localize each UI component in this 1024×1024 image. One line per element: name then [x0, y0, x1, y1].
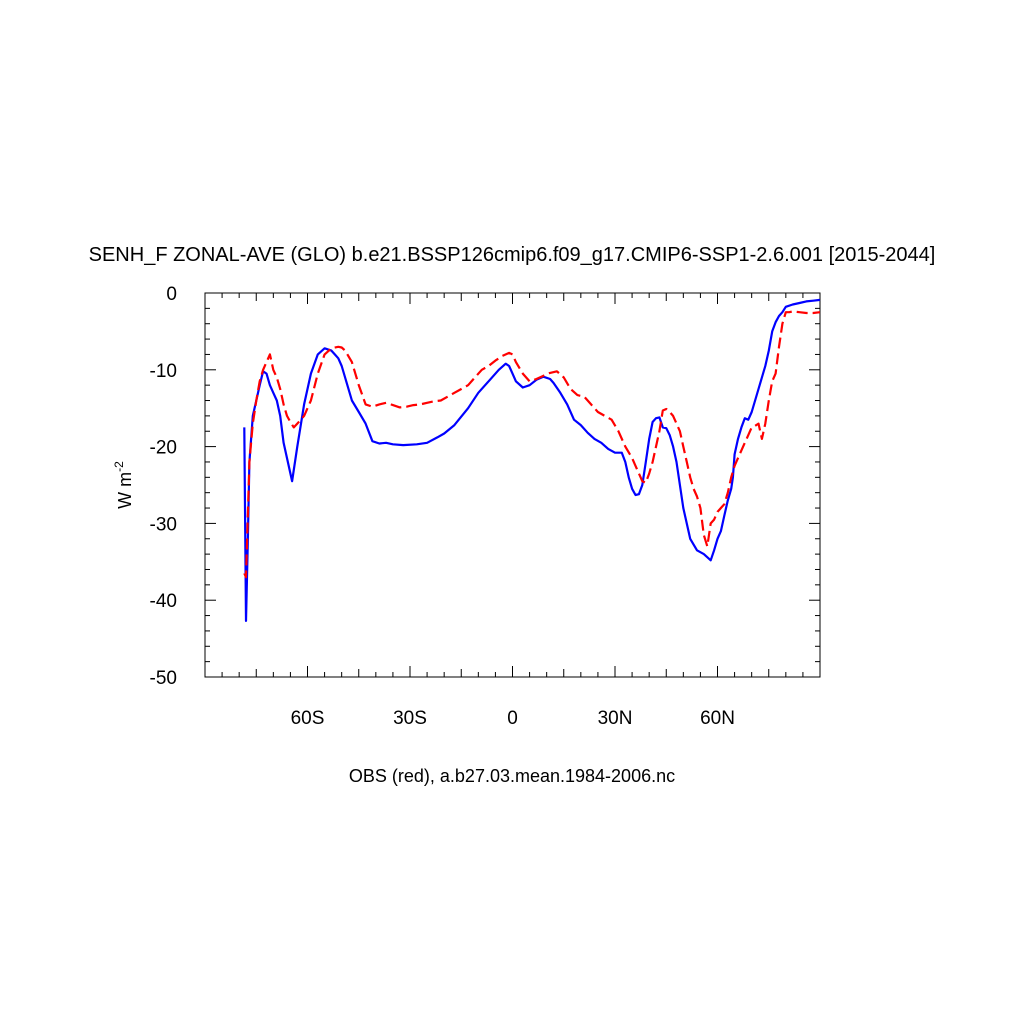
x-tick-label: 60N	[700, 708, 735, 729]
model-series-line	[243, 298, 821, 623]
y-axis-label-base: W m	[115, 472, 135, 509]
obs-series-line	[243, 310, 821, 579]
x-tick-label: 30S	[393, 708, 427, 729]
plot-frame	[204, 292, 821, 678]
y-tick-label: -50	[150, 668, 177, 689]
y-axis-label-sup: -2	[112, 461, 126, 472]
x-axis-label: OBS (red), a.b27.03.mean.1984-2006.nc	[349, 766, 675, 786]
y-axis-label: W m-2	[112, 461, 135, 509]
y-tick-label: -20	[150, 438, 177, 459]
y-tick-label: -10	[150, 361, 177, 382]
plot-area: 60S 30S 0 30N 60N 0 -10 -20 -30 -40 -50	[150, 284, 821, 729]
chart-title: SENH_F ZONAL-AVE (GLO) b.e21.BSSP126cmip…	[89, 244, 936, 266]
x-tick-label: 0	[507, 708, 518, 729]
y-tick-label: -40	[150, 591, 177, 612]
x-tick-label: 60S	[291, 708, 325, 729]
y-tick-label: 0	[166, 284, 177, 305]
x-tick-label: 30N	[598, 708, 633, 729]
y-tick-label: -30	[150, 514, 177, 535]
